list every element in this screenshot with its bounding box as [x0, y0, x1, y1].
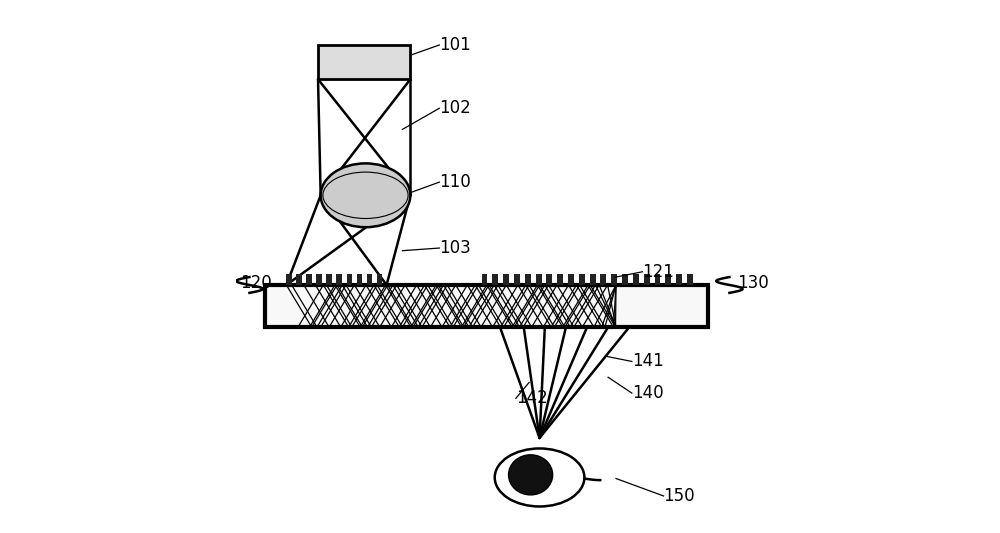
Text: 120: 120 [240, 274, 272, 293]
Ellipse shape [509, 455, 553, 495]
Text: 130: 130 [737, 274, 769, 293]
Bar [377, 274, 382, 285]
Bar [687, 274, 693, 285]
Bar [525, 274, 531, 285]
Bar [590, 274, 596, 285]
Bar [665, 274, 671, 285]
Bar [503, 274, 509, 285]
Bar [357, 274, 362, 285]
Text: 110: 110 [439, 173, 471, 191]
Bar [492, 274, 498, 285]
Bar [568, 274, 574, 285]
Bar [655, 274, 660, 285]
Bar [296, 274, 302, 285]
Text: 141: 141 [632, 352, 664, 370]
Text: 121: 121 [642, 263, 674, 281]
Bar [633, 274, 639, 285]
Bar [367, 274, 372, 285]
Text: 101: 101 [439, 36, 471, 54]
Text: 102: 102 [439, 99, 471, 117]
Text: 142: 142 [516, 390, 548, 407]
Bar [611, 274, 617, 285]
Text: 140: 140 [632, 384, 663, 402]
Bar [316, 274, 322, 285]
Bar [347, 274, 352, 285]
Bar [676, 274, 682, 285]
Bar [600, 274, 606, 285]
Bar [579, 274, 585, 285]
Bar [622, 274, 628, 285]
Text: 150: 150 [664, 487, 695, 505]
Bar [265, 285, 708, 327]
Text: 103: 103 [439, 239, 471, 257]
Bar [482, 274, 487, 285]
Bar [286, 274, 292, 285]
Bar [557, 274, 563, 285]
Bar [306, 274, 312, 285]
Bar [536, 274, 542, 285]
Bar [336, 274, 342, 285]
Ellipse shape [495, 448, 584, 506]
Ellipse shape [321, 164, 410, 227]
Bar [644, 274, 650, 285]
Bar [318, 45, 410, 79]
Bar [326, 274, 332, 285]
Bar [514, 274, 520, 285]
Bar [546, 274, 552, 285]
